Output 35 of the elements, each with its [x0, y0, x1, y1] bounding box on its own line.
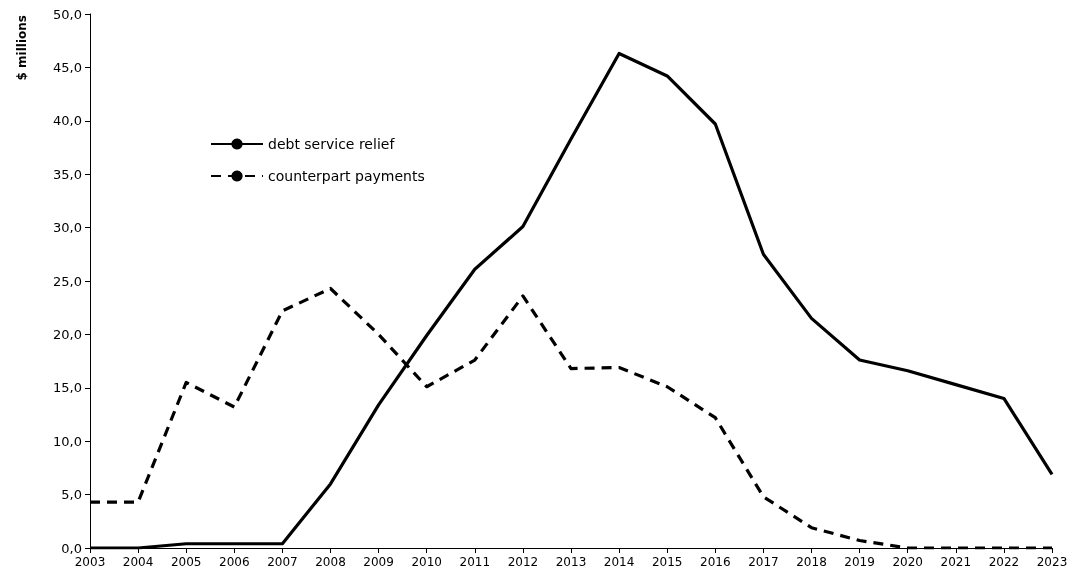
- x-tick-label: 2017: [748, 555, 779, 569]
- y-tick-label: 20,0: [53, 326, 82, 342]
- x-tick-label: 2022: [988, 555, 1020, 569]
- legend-label: counterpart payments: [268, 168, 425, 184]
- x-tick-label: 2016: [700, 555, 731, 569]
- x-tick-label: 2023: [1036, 555, 1068, 569]
- y-axis-title: $ millions: [15, 15, 29, 81]
- x-tick-label: 2012: [507, 555, 539, 569]
- x-tick-label: 2011: [459, 555, 491, 569]
- y-tick-label: 10,0: [53, 433, 82, 449]
- x-tick-label: 2009: [363, 555, 394, 569]
- legend-label: debt service relief: [268, 136, 396, 152]
- y-tick-label: 15,0: [53, 380, 82, 396]
- y-tick-label: 35,0: [53, 166, 82, 182]
- x-tick-label: 2004: [122, 555, 154, 569]
- x-tick-label: 2014: [603, 555, 635, 569]
- x-tick-label: 2006: [219, 555, 250, 569]
- x-tick-label: 2007: [267, 555, 298, 569]
- x-tick-label: 2015: [651, 555, 683, 569]
- x-tick-label: 2013: [555, 555, 587, 569]
- x-tick-label: 2003: [74, 555, 106, 569]
- x-tick-label: 2010: [411, 555, 442, 569]
- y-tick-label: 45,0: [53, 59, 82, 75]
- x-tick-label: 2008: [315, 555, 346, 569]
- x-tick-label: 2021: [940, 555, 972, 569]
- y-tick-label: 30,0: [53, 220, 82, 236]
- y-tick-label: 25,0: [53, 273, 82, 289]
- y-tick-label: 40,0: [53, 113, 82, 129]
- y-tick-label: 5,0: [61, 487, 82, 503]
- x-tick-label: 2018: [796, 555, 827, 569]
- y-tick-label: 0,0: [61, 540, 82, 556]
- y-tick-label: 50,0: [53, 6, 82, 22]
- x-tick-label: 2005: [170, 555, 202, 569]
- x-tick-label: 2019: [844, 555, 875, 569]
- x-tick-label: 2020: [892, 555, 923, 569]
